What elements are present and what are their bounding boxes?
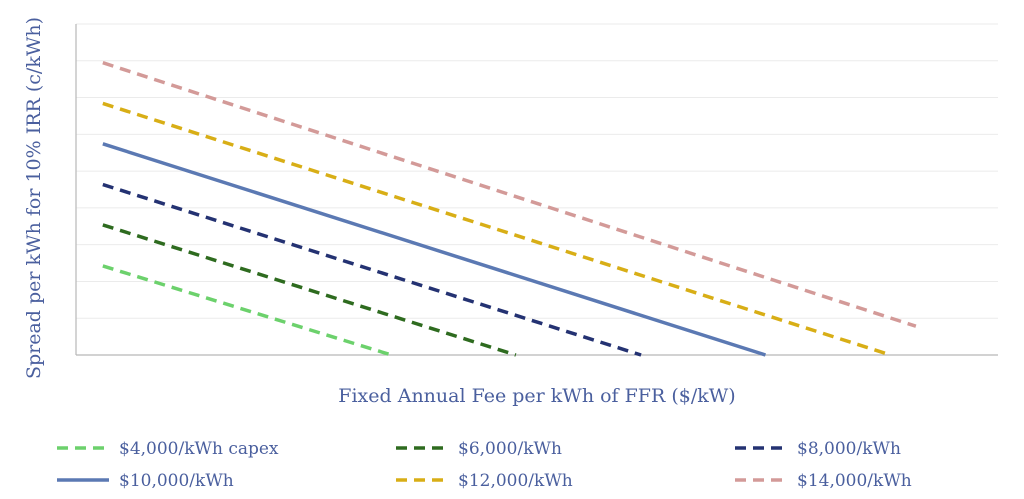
series-line-5 bbox=[102, 101, 892, 357]
legend-label-3: $8,000/kWh bbox=[797, 439, 901, 459]
series-line-3 bbox=[102, 182, 642, 357]
series-line-1 bbox=[102, 264, 392, 357]
legend-label-1: $4,000/kWh capex bbox=[119, 439, 279, 459]
series-line-6 bbox=[102, 61, 917, 328]
legend: $4,000/kWh capex $6,000/kWh $8,000/kWh $10,… bbox=[57, 439, 912, 491]
legend-label-6: $14,000/kWh bbox=[797, 471, 912, 491]
gridlines bbox=[76, 23, 998, 319]
y-axis-title: Spread per kWh for 10% IRR (c/kWh) bbox=[23, 17, 45, 379]
series-line-4 bbox=[102, 142, 766, 357]
series-line-2 bbox=[102, 223, 517, 357]
legend-label-5: $12,000/kWh bbox=[458, 471, 573, 491]
series-lines bbox=[102, 61, 917, 357]
legend-label-4: $10,000/kWh bbox=[119, 471, 234, 491]
x-axis-title: Fixed Annual Fee per kWh of FFR ($/kW) bbox=[338, 385, 735, 407]
legend-label-2: $6,000/kWh bbox=[458, 439, 562, 459]
